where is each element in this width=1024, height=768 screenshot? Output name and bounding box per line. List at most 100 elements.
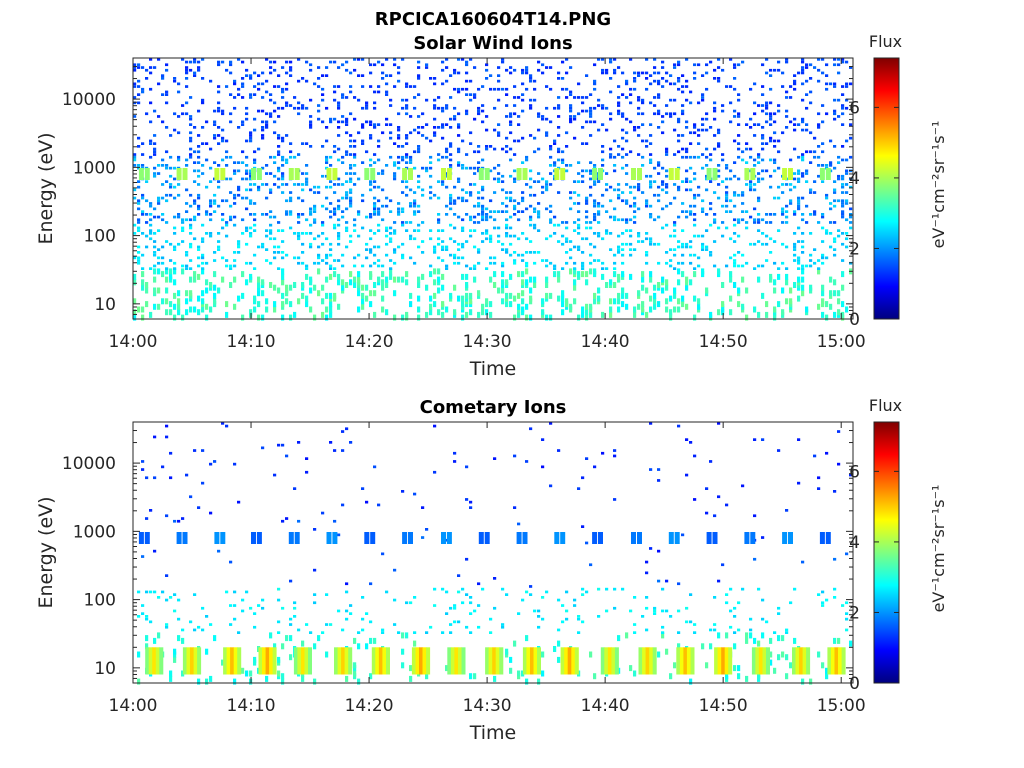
flux-cell bbox=[413, 229, 417, 232]
flux-cell bbox=[185, 101, 189, 105]
flux-cell bbox=[533, 282, 537, 288]
flux-cell bbox=[273, 256, 277, 260]
flux-cell bbox=[549, 172, 553, 175]
flux-cell bbox=[613, 449, 617, 452]
flux-cell bbox=[453, 213, 457, 216]
burst-cell bbox=[304, 647, 309, 675]
flux-cell bbox=[633, 126, 637, 129]
flux-cell bbox=[477, 196, 481, 200]
flux-cell bbox=[257, 87, 261, 91]
flux-cell bbox=[785, 273, 789, 280]
flux-cell bbox=[769, 112, 773, 116]
flux-cell bbox=[553, 223, 557, 227]
flux-cell bbox=[149, 101, 153, 105]
flux-cell bbox=[233, 215, 237, 219]
flux-cell bbox=[693, 177, 697, 181]
flux-cell bbox=[689, 180, 693, 183]
flux-cell bbox=[553, 164, 557, 167]
flux-cell bbox=[821, 662, 825, 669]
flux-cell bbox=[785, 115, 789, 118]
flux-cell bbox=[341, 115, 345, 118]
burst-cell bbox=[447, 647, 452, 675]
flux-cell bbox=[409, 675, 413, 682]
flux-cell bbox=[369, 248, 373, 251]
flux-cell bbox=[365, 101, 369, 105]
flux-cell bbox=[421, 240, 425, 243]
flux-cell bbox=[341, 279, 345, 286]
flux-cell bbox=[405, 155, 409, 159]
flux-cell bbox=[601, 68, 605, 72]
flux-cell bbox=[821, 256, 825, 260]
flux-cell bbox=[249, 226, 253, 230]
flux-cell bbox=[541, 309, 545, 316]
flux-cell bbox=[737, 155, 741, 159]
flux-cell bbox=[521, 136, 525, 140]
flux-cell bbox=[713, 264, 717, 268]
flux-cell bbox=[229, 282, 233, 288]
flux-cell bbox=[641, 139, 645, 143]
flux-cell bbox=[321, 204, 325, 208]
flux-cell bbox=[249, 234, 253, 238]
flux-cell bbox=[837, 71, 841, 75]
flux-cell bbox=[433, 470, 437, 474]
flux-cell bbox=[845, 245, 849, 249]
flux-cell bbox=[345, 153, 349, 156]
flux-cell bbox=[597, 221, 601, 224]
flux-cell bbox=[185, 85, 189, 88]
flux-cell bbox=[705, 229, 709, 232]
flux-cell bbox=[313, 568, 317, 572]
flux-cell bbox=[701, 207, 705, 211]
flux-cell bbox=[681, 301, 685, 308]
flux-cell bbox=[305, 60, 309, 64]
flux-cell bbox=[429, 161, 433, 164]
flux-cell bbox=[381, 631, 385, 634]
flux-cell bbox=[177, 131, 181, 135]
flux-cell bbox=[441, 248, 445, 251]
flux-cell bbox=[133, 298, 137, 305]
flux-cell bbox=[661, 631, 665, 634]
flux-cell bbox=[153, 253, 157, 257]
flux-cell bbox=[473, 609, 477, 613]
flux-cell bbox=[541, 670, 545, 677]
flux-cell bbox=[201, 628, 205, 632]
flux-cell bbox=[745, 675, 749, 682]
flux-cell bbox=[777, 185, 781, 189]
flux-cell bbox=[569, 117, 573, 121]
flux-cell bbox=[181, 264, 185, 268]
flux-cell bbox=[685, 150, 689, 154]
flux-cell bbox=[833, 204, 837, 208]
burst-cell bbox=[802, 647, 807, 675]
y-tick-label: 1000 bbox=[73, 158, 116, 178]
flux-cell bbox=[753, 82, 757, 86]
flux-cell bbox=[261, 166, 265, 170]
flux-cell bbox=[249, 261, 253, 265]
flux-cell bbox=[749, 117, 753, 121]
flux-cell bbox=[681, 261, 685, 265]
flux-cell bbox=[805, 93, 809, 96]
flux-cell bbox=[441, 68, 445, 72]
flux-cell bbox=[329, 311, 333, 318]
flux-cell bbox=[329, 185, 333, 189]
flux-cell bbox=[821, 261, 825, 265]
flux-cell bbox=[825, 667, 829, 674]
flux-cell bbox=[153, 476, 157, 480]
flux-cell bbox=[277, 136, 281, 140]
flux-cell bbox=[521, 68, 525, 72]
flux-cell bbox=[329, 273, 333, 280]
flux-cell bbox=[201, 172, 205, 175]
flux-cell bbox=[197, 678, 201, 685]
flux-cell bbox=[453, 106, 457, 110]
flux-cell bbox=[397, 245, 401, 249]
flux-cell bbox=[637, 96, 641, 99]
flux-cell bbox=[825, 164, 829, 167]
flux-cell bbox=[141, 213, 145, 216]
flux-cell bbox=[149, 139, 153, 143]
flux-cell bbox=[661, 120, 665, 124]
flux-cell bbox=[145, 77, 149, 80]
burst-cell bbox=[422, 647, 427, 675]
flux-cell bbox=[537, 202, 541, 205]
flux-cell bbox=[489, 199, 493, 203]
flux-cell bbox=[469, 183, 473, 186]
flux-cell bbox=[389, 155, 393, 159]
flux-cell bbox=[665, 298, 669, 305]
